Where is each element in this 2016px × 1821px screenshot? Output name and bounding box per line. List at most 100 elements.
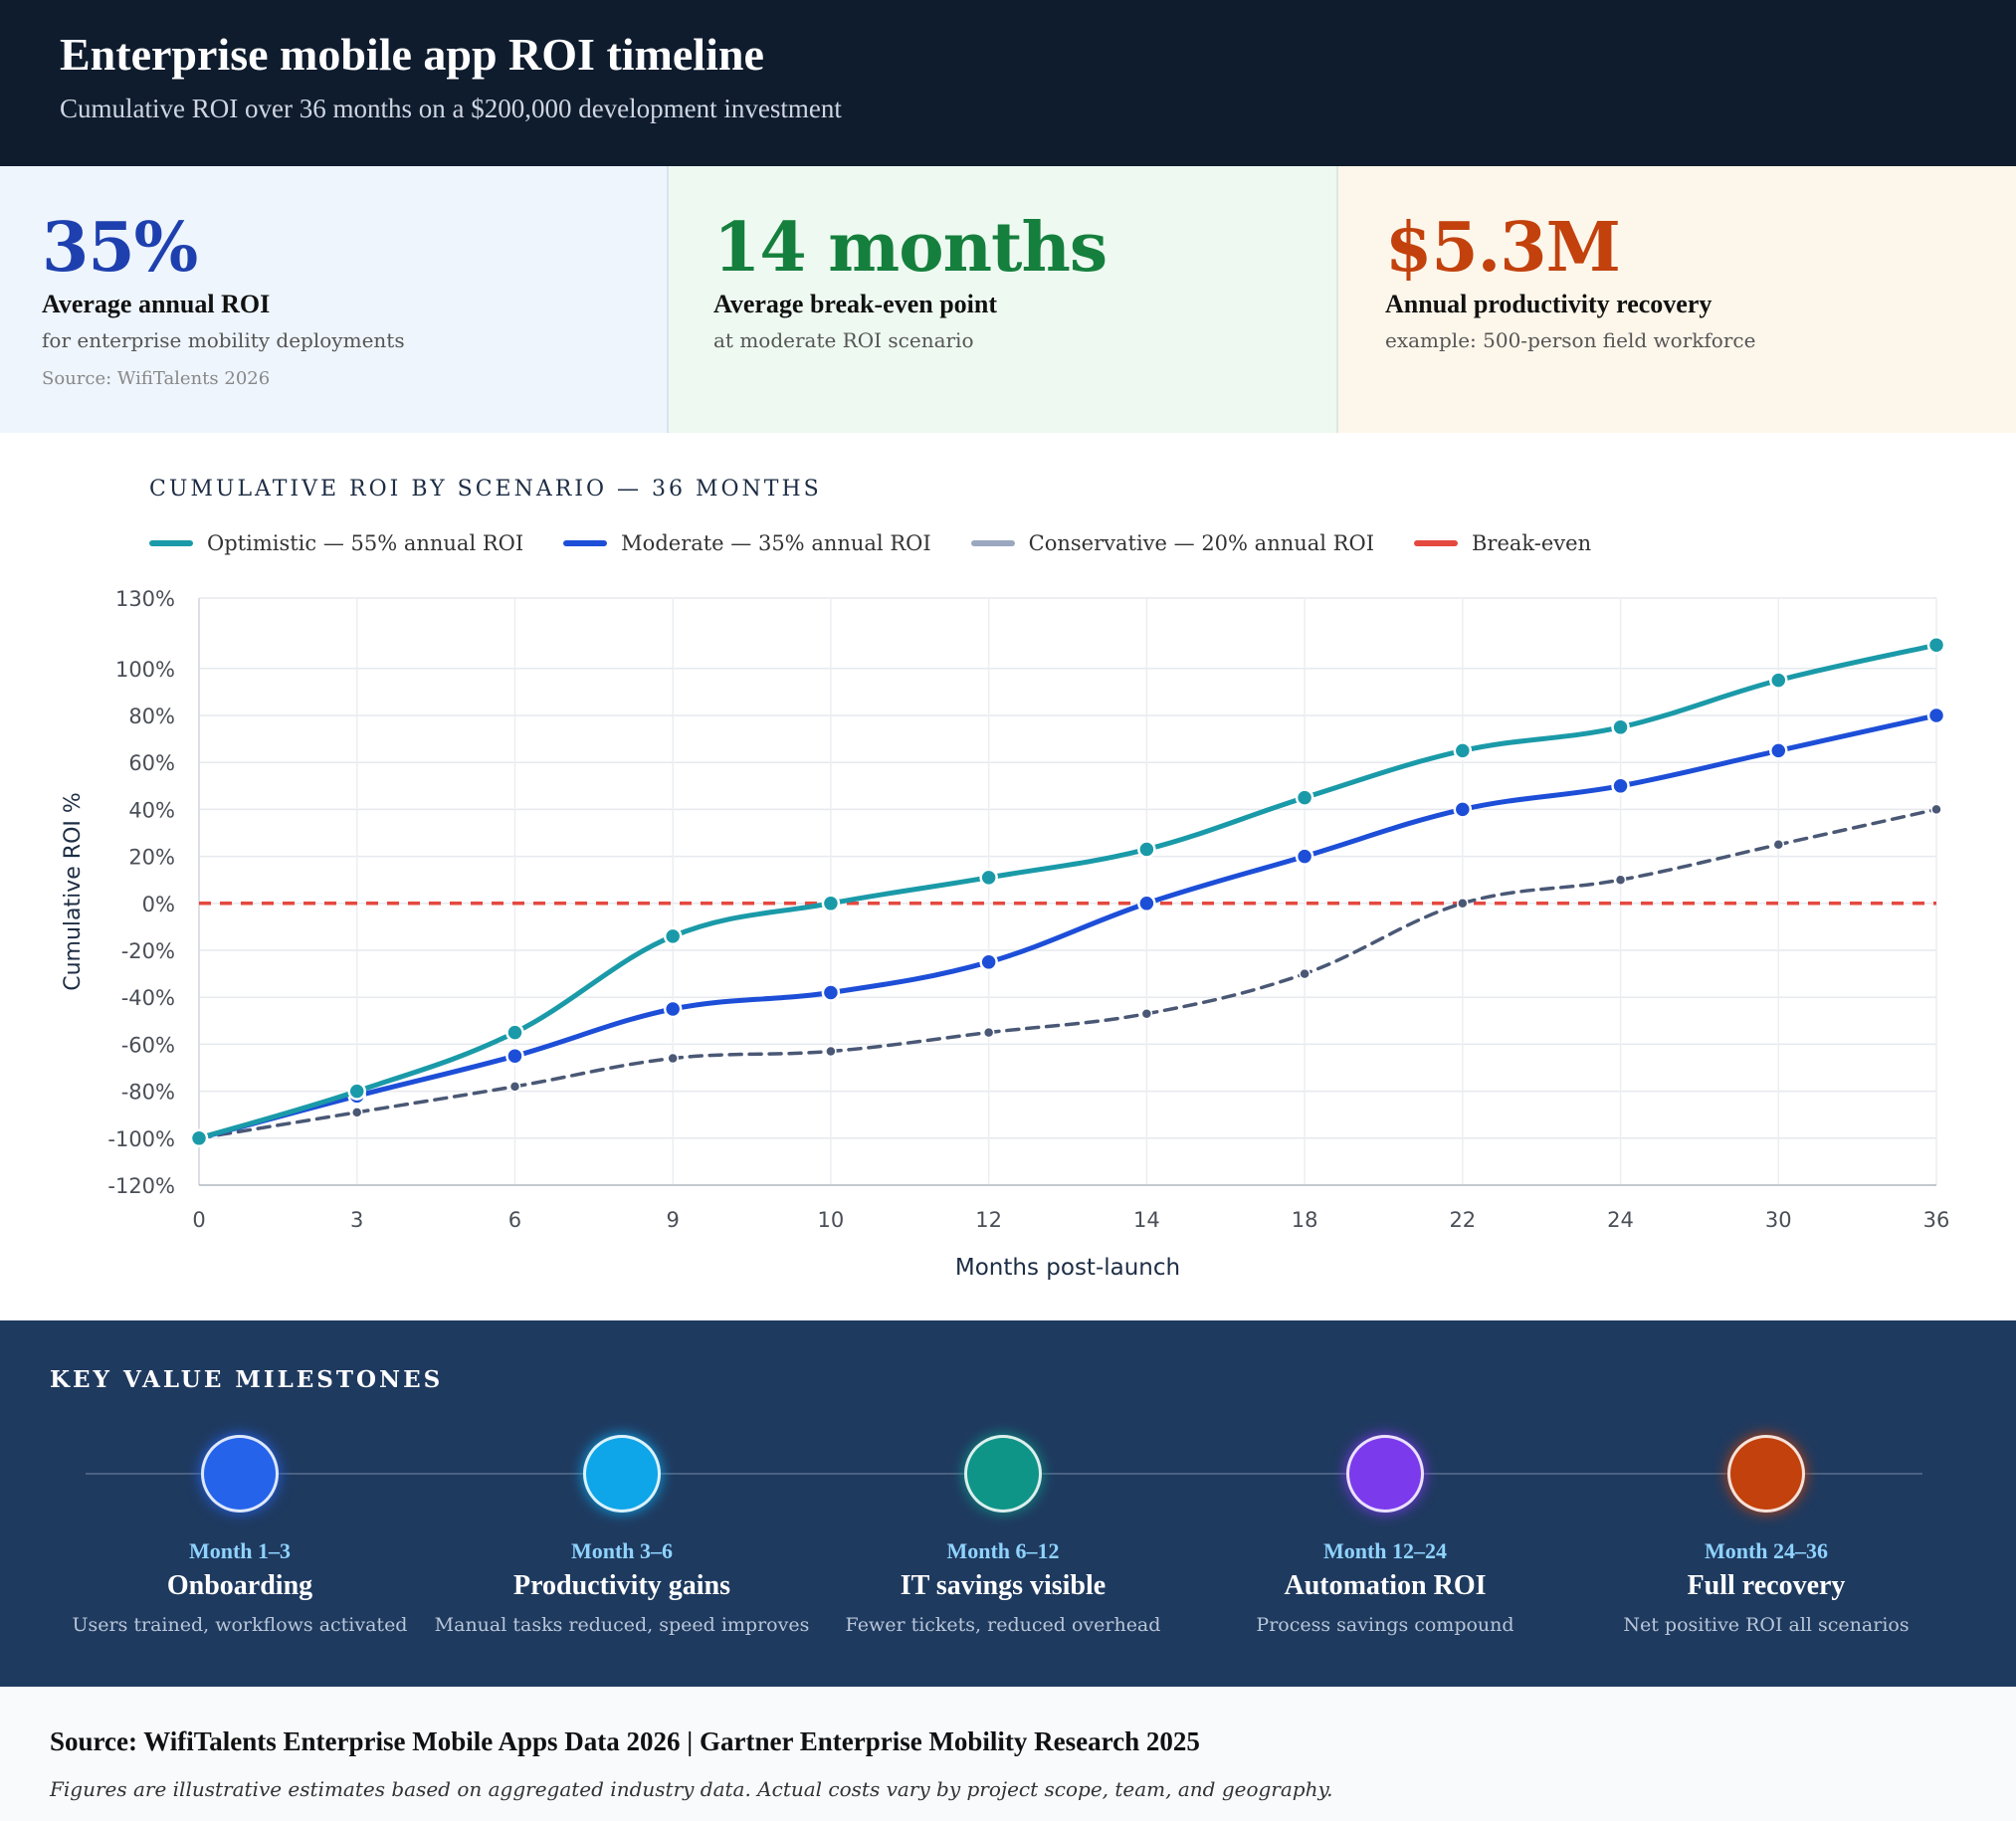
milestone-note: Users trained, workflows activated [72,1614,408,1636]
y-axis-title: Cumulative ROI % [61,792,86,991]
y-tick-label: -120% [107,1174,175,1198]
milestone-marker [201,1435,279,1513]
y-tick-label: 0% [142,893,175,916]
data-point [821,894,841,913]
stats-row: 35% Average annual ROI for enterprise mo… [0,166,2016,433]
x-tick-label: 10 [818,1208,845,1232]
data-point [189,1128,209,1148]
series-line-moderate [196,712,1939,1141]
milestone-marker [964,1435,1042,1513]
stat-value: 35% [42,208,198,288]
data-point [1769,671,1788,690]
x-tick-label: 24 [1607,1208,1634,1232]
data-point [1611,717,1630,737]
stat-description: for enterprise mobility deployments [42,328,405,352]
y-tick-label: 80% [128,705,175,728]
stat-source: Source: WifiTalents 2026 [42,368,271,389]
legend-swatch [149,540,193,546]
legend-swatch [563,540,608,546]
stat-card-productivity: $5.3M Annual productivity recovery examp… [1338,166,2016,433]
x-tick-label: 12 [975,1208,1002,1232]
stat-value: 14 months [713,208,1108,288]
data-point [663,999,683,1019]
data-point [982,1026,995,1039]
data-point [505,1023,524,1042]
chart-section: CUMULATIVE ROI BY SCENARIO — 36 MONTHS O… [0,433,2016,1320]
stat-card-roi: 35% Average annual ROI for enterprise mo… [0,166,669,433]
milestone-period: Month 6–12 [946,1538,1060,1563]
x-tick-label: 9 [666,1208,679,1232]
milestone-it-savings: Month 6–12 IT savings visible Fewer tick… [814,1435,1192,1636]
data-point [1772,839,1785,851]
y-tick-label: -20% [121,939,175,963]
legend-item-break-even[interactable]: Break-even [1414,531,1591,555]
legend-swatch [970,540,1015,546]
x-tick-label: 18 [1292,1208,1318,1232]
x-tick-label: 22 [1449,1208,1476,1232]
data-point [1930,803,1942,816]
milestone-note: Manual tasks reduced, speed improves [434,1614,810,1636]
milestone-period: Month 12–24 [1322,1538,1448,1563]
milestone-period: Month 3–6 [570,1538,674,1563]
y-tick-label: 40% [128,798,175,822]
y-tick-label: -40% [121,986,175,1010]
legend-label: Optimistic — 55% annual ROI [207,531,524,555]
y-tick-label: 130% [115,587,175,611]
data-point [1295,788,1314,807]
x-axis-title: Months post-launch [955,1255,1180,1281]
legend-item-optimistic[interactable]: Optimistic — 55% annual ROI [149,531,523,555]
data-point [1453,800,1473,819]
legend-item-conservative[interactable]: Conservative — 20% annual ROI [970,531,1374,555]
chart-title: CUMULATIVE ROI BY SCENARIO — 36 MONTHS [149,477,822,502]
data-point [350,1107,363,1118]
data-point [1453,741,1473,760]
data-point [1457,898,1469,910]
data-point [1611,776,1630,796]
stat-value: $5.3M [1385,208,1621,288]
milestone-productivity: Month 3–6 Productivity gains Manual task… [433,1435,811,1636]
x-tick-label: 14 [1133,1208,1160,1232]
data-point [825,1045,837,1058]
footer: Source: WifiTalents Enterprise Mobile Ap… [0,1687,2016,1821]
milestone-note: Fewer tickets, reduced overhead [845,1614,1161,1636]
y-tick-label: -100% [107,1127,175,1151]
milestone-note: Process savings compound [1256,1614,1514,1636]
milestone-period: Month 1–3 [188,1538,292,1563]
data-point [1769,741,1788,760]
milestone-period: Month 24–36 [1704,1538,1829,1563]
legend-label: Break-even [1472,531,1592,555]
x-tick-label: 30 [1765,1208,1792,1232]
milestone-marker [583,1435,661,1513]
legend-label: Conservative — 20% annual ROI [1028,531,1374,555]
legend-swatch [1414,540,1458,546]
stat-label: Average annual ROI [42,290,271,318]
series-line-optimistic [196,642,1939,1141]
header: Enterprise mobile app ROI timeline Cumul… [0,0,2016,166]
stat-card-break-even: 14 months Average break-even point at mo… [669,166,1338,433]
data-point [1299,967,1310,980]
data-point [821,983,841,1002]
x-tick-label: 0 [192,1208,205,1232]
milestones-section: KEY VALUE MILESTONES Month 1–3 Onboardin… [0,1320,2016,1687]
data-point [347,1082,366,1101]
data-point [508,1081,521,1093]
milestone-automation: Month 12–24 Automation ROI Process savin… [1196,1435,1574,1636]
milestone-name: Automation ROI [1284,1570,1487,1601]
x-tick-label: 36 [1923,1208,1950,1232]
y-tick-label: -60% [121,1033,175,1057]
milestone-full-recovery: Month 24–36 Full recovery Net positive R… [1577,1435,1955,1636]
y-tick-label: -80% [121,1081,175,1105]
data-point [505,1046,524,1066]
milestone-name: Productivity gains [512,1570,731,1601]
data-point [1295,847,1314,866]
footer-disclaimer: Figures are illustrative estimates based… [50,1777,1333,1801]
data-point [1140,1007,1153,1020]
milestone-name: IT savings visible [900,1570,1107,1601]
data-point [1137,894,1156,913]
data-point [1926,635,1946,655]
stat-label: Average break-even point [713,290,997,318]
milestone-name: Full recovery [1687,1570,1846,1601]
stat-label: Annual productivity recovery [1385,290,1713,318]
legend-item-moderate[interactable]: Moderate — 35% annual ROI [563,531,931,555]
page-subtitle: Cumulative ROI over 36 months on a $200,… [60,94,842,123]
